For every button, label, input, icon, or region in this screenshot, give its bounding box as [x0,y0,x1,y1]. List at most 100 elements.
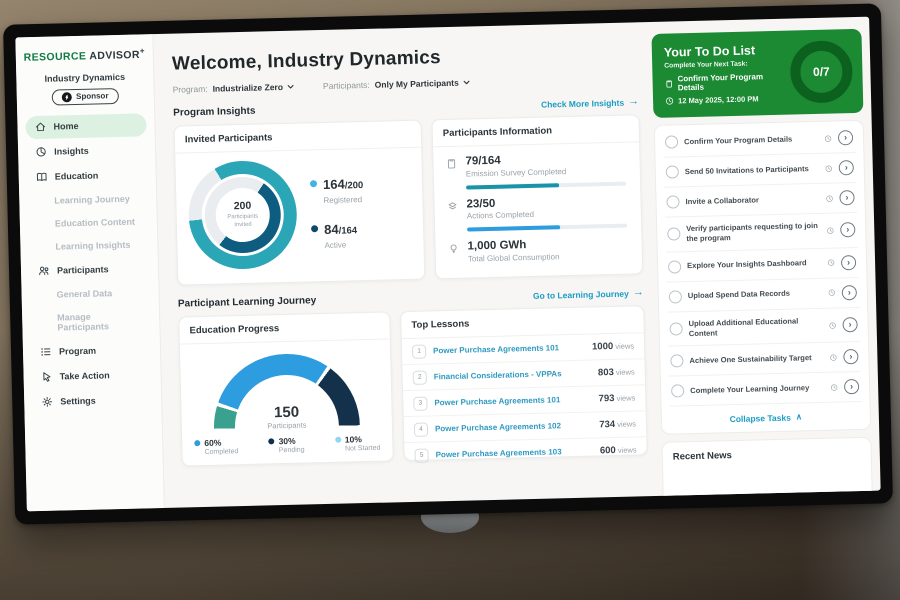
clock-icon [827,259,835,267]
sidebar-item-learning-insights[interactable]: Learning Insights [28,234,149,258]
todo-panel: Your To Do List Complete Your Next Task:… [651,17,881,505]
task-chevron-button[interactable]: › [837,130,854,146]
sidebar-item-home[interactable]: Home [25,112,147,139]
participants-filter-dropdown[interactable]: Participants: Only My Participants [323,77,471,91]
sidebar-item-general-data[interactable]: General Data [29,282,150,306]
program-insights-title: Program Insights [173,105,256,119]
top-lessons-card: Top Lessons 1 Power Purchase Agreements … [400,305,648,463]
learning-journey-cards: Education Progress 150 Participants 60 [178,305,648,467]
brand-logo: RESOURCE ADVISOR+ [23,46,146,64]
task-label: Confirm Your Program Details [683,134,793,146]
check-more-insights-link[interactable]: Check More Insights → [541,95,639,109]
task-checkbox[interactable] [669,322,683,336]
task-row: Explore Your Insights Dashboard › [665,247,859,283]
task-checkbox[interactable] [668,290,683,304]
arrow-right-icon: → [632,286,644,299]
todo-due-label: 12 May 2025, 12:00 PM [677,94,759,106]
participants-filter-value: Only My Participants [374,77,459,90]
lesson-link[interactable]: Financial Considerations - VPPAs [433,369,562,382]
clock-icon [665,97,674,105]
legend-label: Not Started [344,444,381,453]
legend-dot [311,225,319,233]
task-chevron-button[interactable]: › [840,254,857,271]
collapse-label: Collapse Tasks [729,412,791,425]
clock-icon [830,384,838,391]
lesson-row: 5 Power Purchase Agreements 103 600 view… [404,437,647,468]
donut-legend: 164/200 Registered 84/164 Active [309,175,365,251]
task-checkbox[interactable] [666,195,680,209]
sidebar-item-education[interactable]: Education [26,163,148,189]
lesson-link[interactable]: Power Purchase Agreements 101 [433,343,560,356]
task-chevron-button[interactable]: › [842,317,858,333]
legend-label: Registered [323,195,363,206]
invited-participants-card: Invited Participants 200 Participants In… [173,119,426,286]
task-checkbox[interactable] [667,227,681,241]
sidebar-item-label: Home [53,120,79,132]
sidebar-item-label: Settings [60,395,96,407]
legend-label: Active [324,240,347,251]
legend-value: 164/200 [322,176,364,193]
sidebar-item-participants[interactable]: Participants [29,257,151,283]
education-progress-card: Education Progress 150 Participants 60 [178,311,394,467]
task-chevron-button[interactable]: › [840,222,856,238]
todo-title: Your To Do List [663,43,756,60]
stat-value: 79/164 [465,154,501,168]
survey-icon [445,158,458,179]
lesson-link[interactable]: Power Purchase Agreements 102 [434,421,562,434]
todo-next-task: Confirm Your Program Details [664,72,790,93]
task-checkbox[interactable] [667,260,682,274]
stat-label: Total Global Consumption [467,252,560,264]
sidebar-item-label: Education Content [54,216,135,229]
sidebar-item-education-content[interactable]: Education Content [28,211,149,235]
lesson-link[interactable]: Power Purchase Agreements 101 [434,395,561,408]
task-chevron-button[interactable]: › [841,284,857,301]
task-checkbox[interactable] [670,354,684,369]
sidebar: RESOURCE ADVISOR+ Industry Dynamics Spon… [15,34,165,512]
todo-summary-card: Your To Do List Complete Your Next Task:… [651,28,864,118]
chevron-up-icon: ∧ [795,411,803,422]
program-filter-dropdown[interactable]: Program: Industrialize Zero [173,82,296,95]
task-chevron-button[interactable]: › [838,160,854,176]
clipboard-icon [666,80,672,88]
donut-center-label: Participants Invited [227,213,259,229]
task-checkbox[interactable] [671,384,685,399]
sidebar-item-take-action[interactable]: Take Action [31,363,153,389]
lesson-views: 600 views [599,444,637,457]
sidebar-item-program[interactable]: Program [31,338,153,364]
chevron-down-icon [287,84,294,89]
task-row: Send 50 Invitations to Participants › [663,153,857,188]
task-chevron-button[interactable]: › [843,349,859,365]
lesson-link[interactable]: Power Purchase Agreements 103 [435,447,562,460]
lesson-rank: 5 [414,448,429,463]
participants-information-card: Participants Information 79/164 Emission… [431,114,644,280]
sidebar-item-insights[interactable]: Insights [26,138,148,164]
chevron-down-icon [463,80,470,85]
sidebar-item-settings[interactable]: Settings [32,388,154,414]
sidebar-item-label: Education [54,170,99,182]
task-label: Send 50 Invitations to Participants [684,163,809,176]
gauge-legend: 60% Completed 30% Pending 10% Not Starte… [182,429,392,456]
home-icon [34,121,46,133]
task-label: Invite a Collaborator [685,194,760,206]
task-chevron-button[interactable]: › [843,379,860,395]
invited-donut-outer: 200 Participants Invited [187,159,299,271]
clock-icon [829,322,836,329]
brand-primary: RESOURCE [23,50,87,64]
lesson-views: 1000 views [591,340,635,353]
task-checkbox[interactable] [665,165,679,179]
participants-icon [38,265,50,277]
task-chevron-button[interactable]: › [839,190,855,206]
task-label: Complete Your Learning Journey [690,383,810,396]
task-checkbox[interactable] [664,135,679,149]
go-to-learning-journey-link[interactable]: Go to Learning Journey → [533,286,644,301]
sidebar-item-label: Program [58,345,97,357]
dashboard-screen: RESOURCE ADVISOR+ Industry Dynamics Spon… [15,16,881,512]
sidebar-item-learning-journey[interactable]: Learning Journey [27,188,148,212]
legend-label: Completed [204,448,239,457]
sidebar-item-label: Participants [56,264,109,276]
sidebar-item-manage-participants[interactable]: Manage Participants [30,305,152,339]
collapse-tasks-link[interactable]: Collapse Tasks ∧ [670,402,863,432]
gauge-center: 150 Participants [213,403,360,432]
learning-journey-title: Participant Learning Journey [177,295,317,310]
legend-item-pending: 30% Pending [268,436,305,455]
